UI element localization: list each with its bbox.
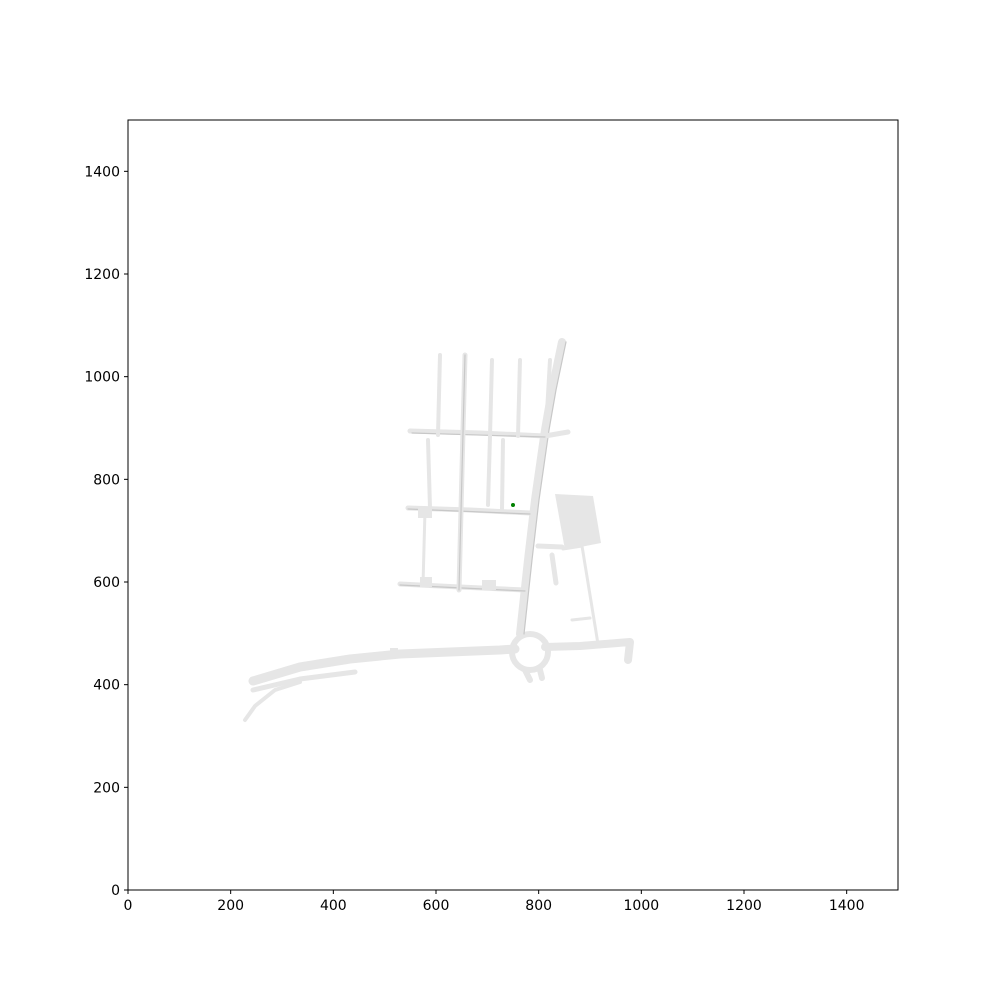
street-upper-edge xyxy=(411,432,546,438)
x-tick-label: 0 xyxy=(124,898,133,914)
y-axis: 0 200 400 600 800 1000 1200 1400 xyxy=(84,164,128,899)
side-street-4 xyxy=(500,358,522,512)
main-avenue xyxy=(516,338,566,638)
lot-access xyxy=(535,543,565,550)
block-4 xyxy=(390,648,398,656)
x-tick-label: 1400 xyxy=(829,898,865,914)
street-upper xyxy=(407,428,571,439)
side-street-5 xyxy=(544,358,552,432)
y-tick-label: 600 xyxy=(93,575,120,591)
y-tick-label: 1200 xyxy=(84,267,120,283)
x-tick-label: 400 xyxy=(320,898,347,914)
y-tick-label: 1000 xyxy=(84,370,120,386)
east-access-road xyxy=(558,544,600,649)
x-tick-label: 200 xyxy=(217,898,244,914)
lot-east-stub xyxy=(570,616,592,622)
block-3 xyxy=(482,580,496,590)
y-tick-label: 1400 xyxy=(84,164,120,180)
data-point xyxy=(511,503,515,507)
y-tick-label: 200 xyxy=(93,780,120,796)
y-tick-label: 0 xyxy=(111,883,120,899)
x-tick-label: 800 xyxy=(525,898,552,914)
highway-main xyxy=(248,644,520,686)
main-avenue-edge xyxy=(523,341,567,635)
side-street-3 xyxy=(486,358,494,507)
lot-south xyxy=(549,552,559,586)
x-axis: 0 200 400 600 800 1000 1200 1400 xyxy=(124,890,865,914)
y-tick-label: 800 xyxy=(93,472,120,488)
roundabout xyxy=(509,631,551,673)
x-tick-label: 1000 xyxy=(624,898,660,914)
highway-branch xyxy=(243,680,302,722)
highway-lower xyxy=(250,669,358,693)
block-2 xyxy=(420,577,432,587)
data-points xyxy=(511,503,515,507)
x-tick-label: 1200 xyxy=(726,898,762,914)
road-network xyxy=(243,338,634,722)
parking-lot xyxy=(555,494,601,550)
x-tick-label: 600 xyxy=(423,898,450,914)
block-1 xyxy=(418,508,432,518)
roundabout-south-leg xyxy=(522,667,545,683)
side-street-2 xyxy=(426,353,442,510)
y-tick-label: 400 xyxy=(93,678,120,694)
side-street-1-edge xyxy=(458,354,466,591)
plot-frame xyxy=(127,119,899,891)
side-street-west xyxy=(421,508,427,587)
